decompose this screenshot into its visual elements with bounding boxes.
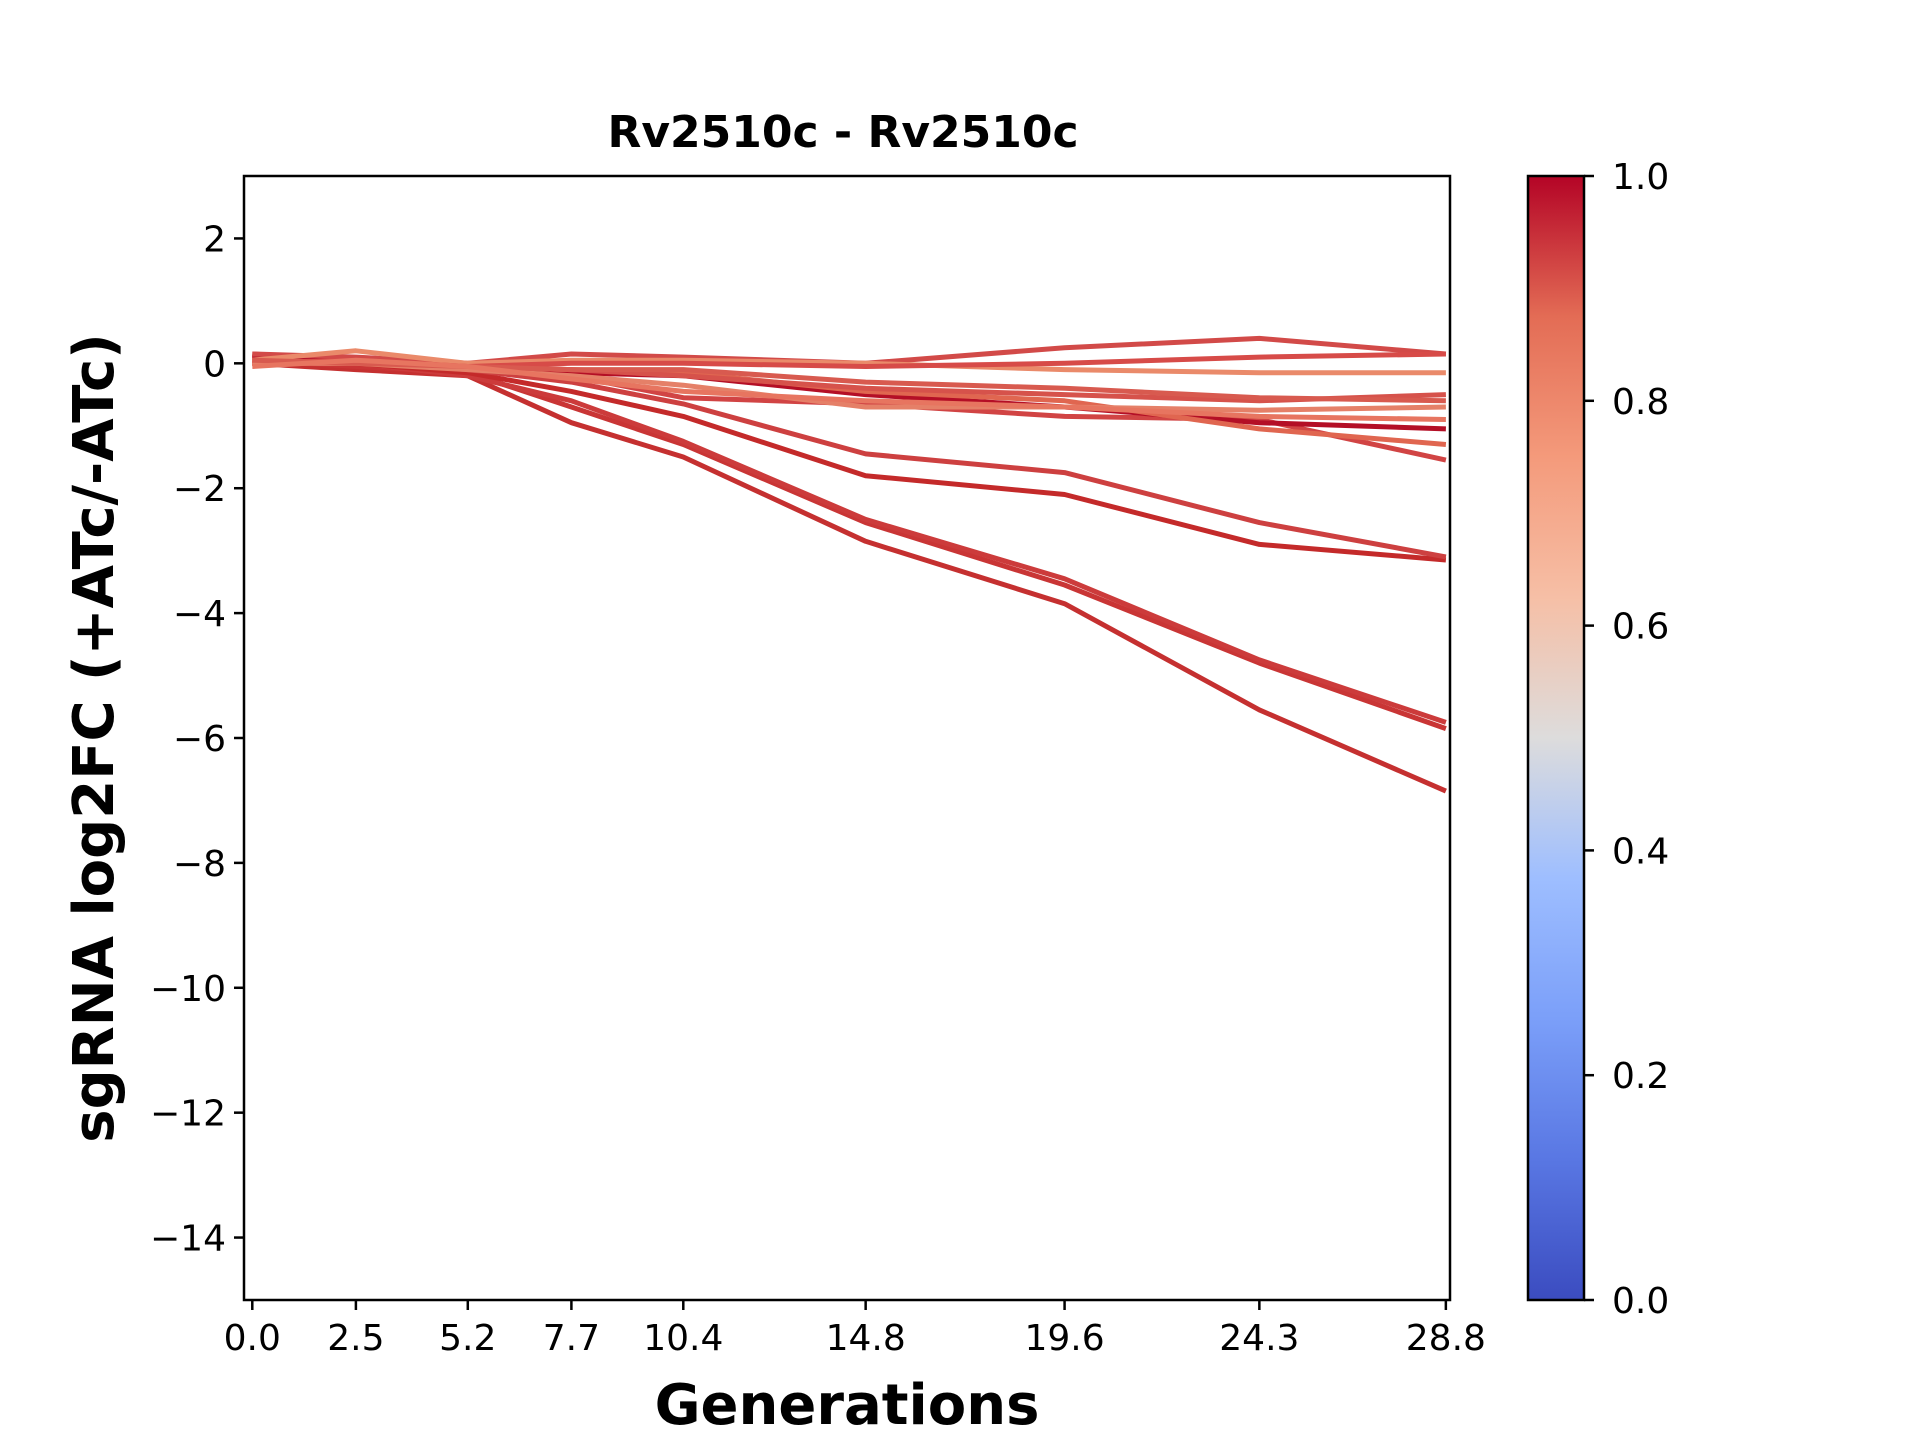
x-tick-label: 5.2 [439,1318,496,1359]
y-tick-label: −4 [173,594,226,635]
x-tick-label: 19.6 [1024,1318,1104,1359]
x-tick-label: 10.4 [643,1318,723,1359]
x-tick-label: 28.8 [1406,1318,1486,1359]
colorbar-tick-label: 0.4 [1612,831,1669,872]
y-tick-label: −8 [173,844,226,885]
x-tick-label: 0.0 [224,1318,281,1359]
x-tick-label: 2.5 [327,1318,384,1359]
series-line-15 [252,357,1446,422]
y-tick-label: 0 [203,344,226,385]
y-tick-label: −10 [150,969,226,1010]
x-tick-label: 24.3 [1219,1318,1299,1359]
x-tick-label: 14.8 [826,1318,906,1359]
y-tick-label: −2 [173,469,226,510]
x-axis-ticks: 0.0 2.5 5.2 7.7 10.4 14.8 19.6 24.3 28.8 [224,1300,1486,1359]
colorbar-tick-label: 1.0 [1612,157,1669,198]
y-tick-label: −6 [173,719,226,760]
plot-lines [252,335,1447,794]
plot-frame [242,174,1452,1302]
y-tick-label: 2 [203,219,226,260]
y-axis-label: sgRNA log2FC (+ATc/-ATc) [62,333,127,1143]
chart-title: Rv2510c - Rv2510c [607,107,1078,158]
colorbar-tick-label: 0.0 [1612,1281,1669,1322]
series-line-11 [252,348,1446,376]
series-line-10 [252,335,1447,366]
x-tick-label: 7.7 [543,1318,600,1359]
y-axis-ticks: 2 0 −2 −4 −6 −8 −10 −12 −14 [150,219,244,1260]
colorbar-tick-label: 0.6 [1612,607,1669,648]
y-tick-label: −14 [150,1219,226,1260]
colorbar-tick-label: 0.8 [1612,382,1669,423]
x-axis-label: Generations [655,1373,1040,1438]
series-line-1 [252,360,1447,794]
colorbar [1526,174,1586,1302]
colorbar-ticks: 0.0 0.2 0.4 0.6 0.8 1.0 [1584,157,1669,1322]
y-tick-label: −12 [150,1094,226,1135]
colorbar-tick-label: 0.2 [1612,1056,1669,1097]
